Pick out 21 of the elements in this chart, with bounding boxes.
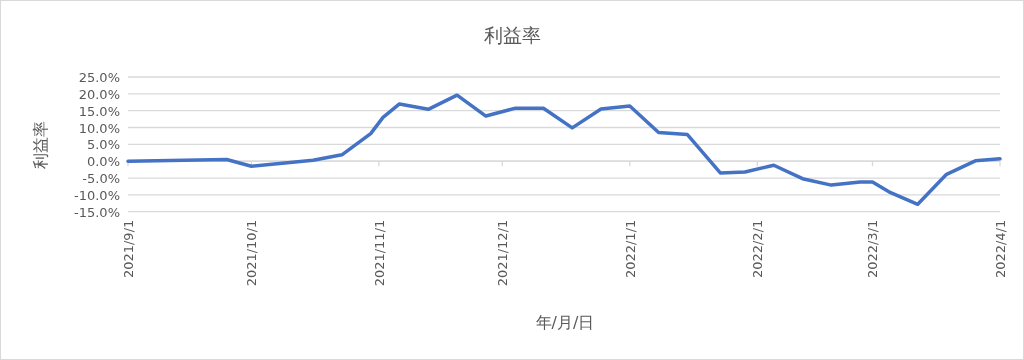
chart-title: 利益率 xyxy=(483,24,541,46)
y-tick-label: 20.0% xyxy=(78,86,120,102)
y-tick-label: 10.0% xyxy=(78,120,120,136)
x-axis-title: 年/月/日 xyxy=(535,313,595,332)
y-tick-label: 0.0% xyxy=(86,154,120,170)
x-tick-label: 2021/12/1 xyxy=(495,219,511,287)
x-tick-label: 2022/3/1 xyxy=(865,219,881,279)
y-tick-label: -15.0% xyxy=(74,204,120,220)
x-tick-label: 2022/1/1 xyxy=(622,219,638,279)
y-tick-label: 25.0% xyxy=(78,70,120,85)
y-tick-label: -10.0% xyxy=(74,187,120,203)
x-tick-label: 2021/9/1 xyxy=(121,219,136,279)
x-tick-label: 2021/11/1 xyxy=(371,219,387,287)
y-tick-label: -5.0% xyxy=(82,171,120,187)
x-tick-label: 2021/10/1 xyxy=(244,219,260,287)
y-axis-title: 利益率 xyxy=(31,121,50,169)
x-tick-label: 2022/4/1 xyxy=(993,219,1008,279)
line-series xyxy=(126,93,1002,207)
y-tick-label: 15.0% xyxy=(78,103,120,119)
y-tick-label: 5.0% xyxy=(86,137,120,153)
x-tick-label: 2022/2/1 xyxy=(750,219,766,279)
